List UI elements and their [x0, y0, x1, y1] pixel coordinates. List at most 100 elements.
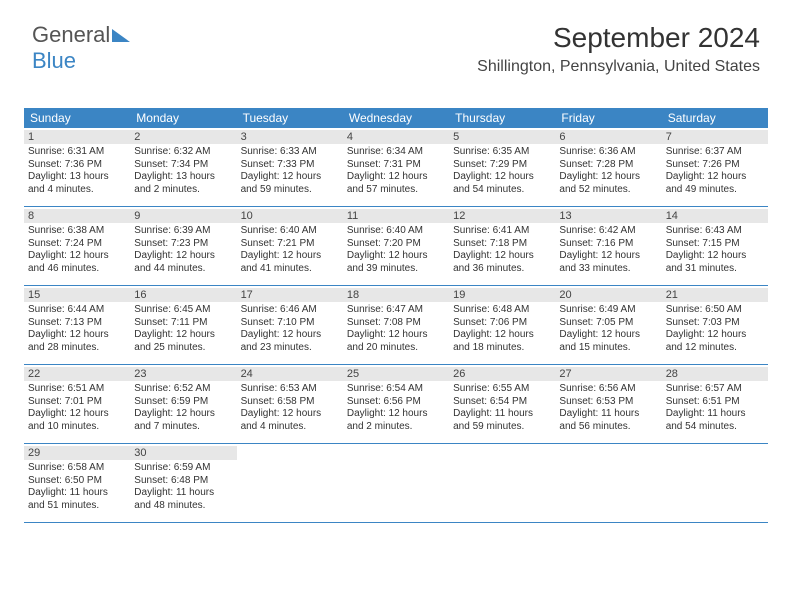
calendar-header-row: SundayMondayTuesdayWednesdayThursdayFrid… [24, 108, 768, 128]
day-info-line: and 2 minutes. [347, 421, 445, 434]
day-info-line: Daylight: 11 hours [28, 487, 126, 500]
calendar-day-cell: 23Sunrise: 6:52 AMSunset: 6:59 PMDayligh… [130, 365, 236, 443]
calendar-week-row: 15Sunrise: 6:44 AMSunset: 7:13 PMDayligh… [24, 286, 768, 365]
day-info-line: Daylight: 12 hours [28, 329, 126, 342]
logo-text-2: Blue [32, 48, 76, 73]
calendar-day-cell: 21Sunrise: 6:50 AMSunset: 7:03 PMDayligh… [662, 286, 768, 364]
calendar-header-cell: Wednesday [343, 108, 449, 128]
day-info-line: Sunset: 7:11 PM [134, 317, 232, 330]
calendar-header-cell: Saturday [662, 108, 768, 128]
calendar-day-cell: 17Sunrise: 6:46 AMSunset: 7:10 PMDayligh… [237, 286, 343, 364]
calendar-day-cell: 16Sunrise: 6:45 AMSunset: 7:11 PMDayligh… [130, 286, 236, 364]
day-info-line: Sunrise: 6:50 AM [666, 304, 764, 317]
day-number: 8 [24, 209, 130, 223]
day-info-line: Daylight: 12 hours [453, 250, 551, 263]
day-number: 17 [237, 288, 343, 302]
day-info-line: Sunrise: 6:58 AM [28, 462, 126, 475]
day-info-line: Daylight: 12 hours [134, 408, 232, 421]
calendar-day-cell: 20Sunrise: 6:49 AMSunset: 7:05 PMDayligh… [555, 286, 661, 364]
calendar-day-cell: 27Sunrise: 6:56 AMSunset: 6:53 PMDayligh… [555, 365, 661, 443]
day-info-line: Sunrise: 6:45 AM [134, 304, 232, 317]
calendar-day-cell: 25Sunrise: 6:54 AMSunset: 6:56 PMDayligh… [343, 365, 449, 443]
day-number: 29 [24, 446, 130, 460]
day-info-line: Sunrise: 6:36 AM [559, 146, 657, 159]
day-info-line: Daylight: 12 hours [347, 329, 445, 342]
calendar-day-cell [449, 444, 555, 522]
day-number: 24 [237, 367, 343, 381]
day-number: 13 [555, 209, 661, 223]
day-info-line: Daylight: 12 hours [241, 250, 339, 263]
day-info-line: and 44 minutes. [134, 263, 232, 276]
day-number: 9 [130, 209, 236, 223]
calendar-week-row: 1Sunrise: 6:31 AMSunset: 7:36 PMDaylight… [24, 128, 768, 207]
day-info-line: and 54 minutes. [666, 421, 764, 434]
day-info-line: Daylight: 12 hours [453, 171, 551, 184]
day-number: 3 [237, 130, 343, 144]
day-info-line: Sunset: 7:08 PM [347, 317, 445, 330]
day-info-line: Sunset: 7:06 PM [453, 317, 551, 330]
day-info-line: and 20 minutes. [347, 342, 445, 355]
day-info-line: Sunrise: 6:46 AM [241, 304, 339, 317]
logo-text-1: General [32, 22, 110, 47]
calendar-day-cell: 2Sunrise: 6:32 AMSunset: 7:34 PMDaylight… [130, 128, 236, 206]
day-number: 26 [449, 367, 555, 381]
day-info-line: Sunrise: 6:34 AM [347, 146, 445, 159]
day-info-line: Daylight: 11 hours [559, 408, 657, 421]
day-info-line: and 28 minutes. [28, 342, 126, 355]
day-info-line: and 33 minutes. [559, 263, 657, 276]
calendar-day-cell [343, 444, 449, 522]
day-info-line: and 15 minutes. [559, 342, 657, 355]
day-info-line: and 10 minutes. [28, 421, 126, 434]
day-info-line: Sunset: 7:24 PM [28, 238, 126, 251]
logo-triangle-icon [112, 29, 130, 42]
day-info-line: Sunrise: 6:52 AM [134, 383, 232, 396]
day-info-line: Sunset: 7:29 PM [453, 159, 551, 172]
calendar: SundayMondayTuesdayWednesdayThursdayFrid… [24, 108, 768, 523]
day-number: 25 [343, 367, 449, 381]
day-info-line: Sunrise: 6:43 AM [666, 225, 764, 238]
day-info-line: and 7 minutes. [134, 421, 232, 434]
day-info-line: Sunrise: 6:56 AM [559, 383, 657, 396]
calendar-day-cell: 12Sunrise: 6:41 AMSunset: 7:18 PMDayligh… [449, 207, 555, 285]
day-info-line: and 25 minutes. [134, 342, 232, 355]
day-info-line: Sunrise: 6:49 AM [559, 304, 657, 317]
day-number: 22 [24, 367, 130, 381]
day-info-line: Sunset: 7:31 PM [347, 159, 445, 172]
day-info-line: and 48 minutes. [134, 500, 232, 513]
day-info-line: Sunset: 7:36 PM [28, 159, 126, 172]
day-info-line: and 36 minutes. [453, 263, 551, 276]
day-info-line: Sunrise: 6:32 AM [134, 146, 232, 159]
day-info-line: and 2 minutes. [134, 184, 232, 197]
calendar-week-row: 29Sunrise: 6:58 AMSunset: 6:50 PMDayligh… [24, 444, 768, 523]
day-info-line: Daylight: 12 hours [28, 250, 126, 263]
day-info-line: Daylight: 12 hours [453, 329, 551, 342]
day-info-line: and 59 minutes. [241, 184, 339, 197]
calendar-day-cell: 29Sunrise: 6:58 AMSunset: 6:50 PMDayligh… [24, 444, 130, 522]
title-location: Shillington, Pennsylvania, United States [477, 58, 760, 76]
day-info-line: Sunrise: 6:51 AM [28, 383, 126, 396]
day-info-line: Daylight: 12 hours [666, 329, 764, 342]
day-info-line: Daylight: 12 hours [241, 329, 339, 342]
day-info-line: Daylight: 13 hours [134, 171, 232, 184]
day-info-line: Sunrise: 6:37 AM [666, 146, 764, 159]
day-info-line: Sunrise: 6:44 AM [28, 304, 126, 317]
day-info-line: and 31 minutes. [666, 263, 764, 276]
day-info-line: Daylight: 12 hours [134, 329, 232, 342]
day-info-line: and 46 minutes. [28, 263, 126, 276]
calendar-day-cell: 30Sunrise: 6:59 AMSunset: 6:48 PMDayligh… [130, 444, 236, 522]
day-info-line: Sunrise: 6:57 AM [666, 383, 764, 396]
day-info-line: Daylight: 11 hours [666, 408, 764, 421]
day-info-line: and 57 minutes. [347, 184, 445, 197]
calendar-day-cell: 5Sunrise: 6:35 AMSunset: 7:29 PMDaylight… [449, 128, 555, 206]
day-info-line: Sunset: 7:34 PM [134, 159, 232, 172]
day-info-line: Sunrise: 6:31 AM [28, 146, 126, 159]
day-info-line: Sunset: 6:56 PM [347, 396, 445, 409]
day-number: 23 [130, 367, 236, 381]
day-info-line: and 12 minutes. [666, 342, 764, 355]
day-info-line: Sunset: 7:26 PM [666, 159, 764, 172]
calendar-week-row: 22Sunrise: 6:51 AMSunset: 7:01 PMDayligh… [24, 365, 768, 444]
day-info-line: Daylight: 12 hours [241, 408, 339, 421]
day-info-line: Sunrise: 6:40 AM [347, 225, 445, 238]
day-info-line: Sunrise: 6:53 AM [241, 383, 339, 396]
day-number: 19 [449, 288, 555, 302]
